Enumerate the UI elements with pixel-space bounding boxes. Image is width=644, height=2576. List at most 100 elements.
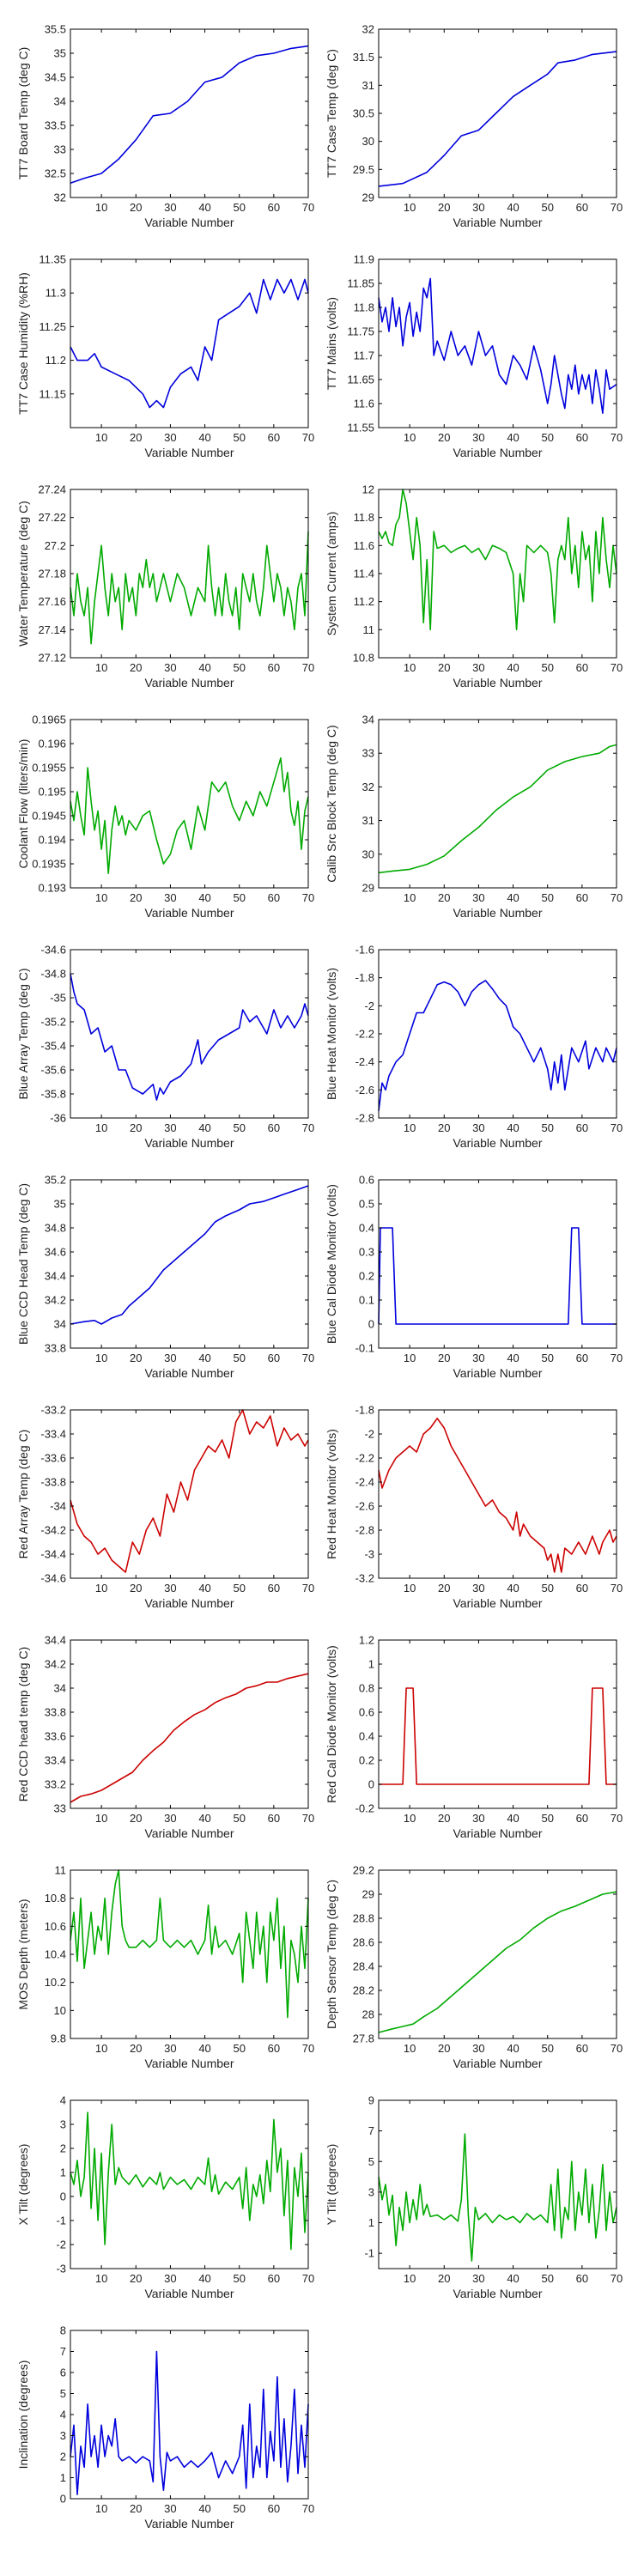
- x-tick-label: 60: [268, 1582, 280, 1595]
- x-axis-label: Variable Number: [144, 2287, 234, 2300]
- series-line: [70, 973, 309, 1101]
- x-tick-label: 10: [95, 891, 107, 904]
- x-tick-label: 60: [576, 431, 588, 444]
- series-line: [378, 489, 617, 631]
- series-line: [70, 1185, 309, 1325]
- x-tick-label: 30: [164, 431, 176, 444]
- y-tick-label: -1: [364, 2247, 374, 2260]
- chart-panel-14: 10 20 30 40 50 60 70 -3.2 -3 -2.8 -2.6 -2.4 -2.2 -2 -1…: [325, 1404, 623, 1611]
- y-axis-label: TT7 Case Temp (deg C): [325, 49, 338, 178]
- y-tick-label: 33.8: [45, 1706, 66, 1719]
- x-tick-label: 10: [95, 1812, 107, 1825]
- x-tick-label: 60: [576, 2272, 588, 2285]
- x-tick-label: 20: [438, 2272, 450, 2285]
- y-tick-label: 11.2: [46, 354, 66, 367]
- y-tick-label: -35.6: [40, 1064, 66, 1077]
- series-line: [70, 531, 309, 645]
- plot-frame: [378, 1409, 617, 1579]
- chart-panel-8: 10 20 30 40 50 60 70 29 30 31 32 33 34 Variable Numbe…: [325, 714, 623, 920]
- x-tick-label: 10: [95, 2272, 107, 2285]
- x-tick-label: 10: [404, 2042, 416, 2055]
- x-tick-label: 20: [438, 431, 450, 444]
- y-tick-label: 34.4: [45, 1270, 66, 1283]
- y-tick-label: 33: [54, 143, 66, 156]
- x-tick-label: 30: [472, 431, 484, 444]
- x-tick-label: 40: [198, 661, 210, 674]
- x-tick-label: 30: [472, 201, 484, 214]
- series-line: [379, 1687, 617, 1785]
- series-line: [378, 1891, 617, 2033]
- x-tick-label: 30: [472, 661, 484, 674]
- y-axis-label: X Tilt (degrees): [16, 2144, 30, 2226]
- x-tick-label: 20: [130, 431, 142, 444]
- y-tick-label: 1: [60, 2471, 66, 2484]
- chart-panel-9: 10 20 30 40 50 60 70 -36 -35.8 -35.6 -35.4 -35.2 -35…: [16, 944, 314, 1151]
- chart-panel-16: 10 20 30 40 50 60 70 -0.2 0 0.2 0.4 0.6 0.8 1 1.2 Varia…: [325, 1634, 623, 1841]
- plot-frame: [70, 2099, 309, 2269]
- plot-frame: [378, 1639, 617, 1809]
- x-tick-label: 50: [541, 1812, 553, 1825]
- x-tick-label: 20: [130, 661, 142, 674]
- x-tick-label: 70: [302, 1121, 314, 1134]
- x-tick-label: 40: [507, 2042, 519, 2055]
- x-tick-label: 40: [507, 661, 519, 674]
- x-tick-label: 50: [233, 2042, 245, 2055]
- y-tick-label: 0.4: [359, 1730, 374, 1743]
- x-tick-label: 40: [507, 201, 519, 214]
- series-line: [378, 2133, 617, 2262]
- chart-panel-11: 10 20 30 40 50 60 70 33.8 34 34.2 34.4 34.6 34.8 35 35…: [16, 1174, 314, 1381]
- plot-frame: [378, 28, 617, 198]
- y-tick-label: 11.2: [354, 595, 374, 608]
- y-axis-label: Inclination (degrees): [16, 2360, 30, 2470]
- x-tick-label: 10: [95, 1582, 107, 1595]
- x-tick-label: 20: [130, 1582, 142, 1595]
- y-tick-label: -1.6: [355, 944, 374, 957]
- x-axis-label: Variable Number: [144, 676, 234, 690]
- x-tick-label: 60: [268, 2272, 280, 2285]
- x-tick-label: 60: [576, 1352, 588, 1364]
- x-tick-label: 20: [130, 2502, 142, 2515]
- series-line: [70, 1409, 309, 1573]
- x-tick-label: 70: [611, 2272, 623, 2285]
- y-tick-label: 2: [60, 2451, 66, 2464]
- y-tick-label: 34: [54, 95, 66, 108]
- y-tick-label: -34.8: [40, 968, 66, 981]
- x-tick-label: 20: [130, 1352, 142, 1364]
- y-tick-label: -3.2: [355, 1572, 374, 1585]
- y-tick-label: -1.8: [355, 971, 374, 984]
- y-tick-label: 27.14: [38, 623, 66, 636]
- x-tick-label: 20: [130, 891, 142, 904]
- x-tick-label: 70: [302, 1582, 314, 1595]
- x-axis-label: Variable Number: [453, 2287, 542, 2300]
- y-tick-label: 5: [60, 2387, 66, 2400]
- plot-frame: [378, 489, 617, 659]
- x-tick-label: 60: [268, 1812, 280, 1825]
- y-tick-label: 4: [60, 2094, 66, 2107]
- x-tick-label: 50: [233, 1582, 245, 1595]
- y-tick-label: 34: [54, 1682, 66, 1695]
- y-tick-label: -33.4: [40, 1428, 66, 1441]
- x-tick-label: 10: [404, 201, 416, 214]
- y-tick-label: 0: [368, 1318, 374, 1331]
- y-axis-label: Depth Sensor Temp (deg C): [325, 1880, 338, 2029]
- y-tick-label: 3: [60, 2118, 66, 2131]
- x-tick-label: 30: [164, 1121, 176, 1134]
- series-line: [70, 1869, 309, 2019]
- y-tick-label: 0.5: [359, 1198, 374, 1211]
- y-tick-label: -33.6: [40, 1452, 66, 1465]
- x-tick-label: 20: [130, 2042, 142, 2055]
- x-tick-label: 50: [541, 1352, 553, 1364]
- x-tick-label: 70: [611, 1352, 623, 1364]
- y-tick-label: 29.2: [353, 1864, 374, 1877]
- x-tick-label: 60: [268, 1121, 280, 1134]
- y-tick-label: 33.5: [45, 119, 66, 132]
- y-tick-label: 27.12: [38, 652, 66, 665]
- chart-panel-3: 10 20 30 40 50 60 70 11.15 11.2 11.25 11.3 11.35 Var…: [16, 253, 314, 460]
- x-tick-label: 20: [130, 1812, 142, 1825]
- x-tick-label: 30: [472, 1121, 484, 1134]
- y-tick-label: 0.195: [38, 786, 66, 799]
- y-tick-label: -3: [364, 1548, 374, 1561]
- chart-panel-2: 10 20 30 40 50 60 70 29 29.5 30 30.5 31 31.5 32 Variab…: [325, 23, 623, 230]
- y-tick-label: 0.1: [359, 1294, 374, 1307]
- y-tick-label: 33.8: [45, 1342, 66, 1355]
